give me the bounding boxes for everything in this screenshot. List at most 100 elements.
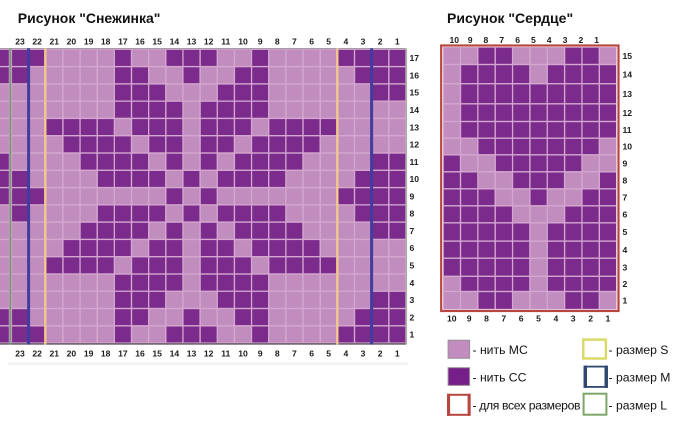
svg-text:16: 16 bbox=[410, 70, 420, 80]
svg-text:2: 2 bbox=[410, 312, 415, 322]
svg-text:4: 4 bbox=[410, 278, 415, 288]
svg-text:7: 7 bbox=[292, 37, 297, 47]
svg-text:4: 4 bbox=[623, 245, 628, 255]
svg-text:Рисунок "Сердце": Рисунок "Сердце" bbox=[447, 10, 573, 26]
svg-text:5: 5 bbox=[326, 37, 331, 47]
svg-text:- размер S: - размер S bbox=[609, 343, 669, 357]
svg-text:3: 3 bbox=[361, 349, 366, 359]
svg-text:18: 18 bbox=[101, 349, 111, 359]
svg-text:20: 20 bbox=[67, 349, 77, 359]
svg-text:15: 15 bbox=[152, 349, 162, 359]
svg-text:21: 21 bbox=[50, 37, 60, 47]
svg-text:1: 1 bbox=[410, 330, 415, 340]
svg-text:8: 8 bbox=[275, 349, 280, 359]
svg-text:10: 10 bbox=[238, 349, 248, 359]
svg-text:4: 4 bbox=[344, 37, 349, 47]
svg-text:22: 22 bbox=[32, 37, 42, 47]
svg-text:10: 10 bbox=[447, 314, 457, 324]
svg-text:8: 8 bbox=[410, 209, 415, 219]
svg-text:10: 10 bbox=[623, 142, 633, 152]
svg-text:15: 15 bbox=[623, 51, 633, 61]
svg-text:13: 13 bbox=[410, 122, 420, 132]
svg-text:12: 12 bbox=[623, 108, 633, 118]
svg-text:6: 6 bbox=[410, 243, 415, 253]
svg-text:5: 5 bbox=[326, 349, 331, 359]
svg-text:4: 4 bbox=[344, 349, 349, 359]
svg-text:17: 17 bbox=[118, 349, 128, 359]
svg-text:11: 11 bbox=[410, 157, 419, 167]
svg-text:6: 6 bbox=[519, 314, 524, 324]
svg-text:6: 6 bbox=[623, 210, 628, 220]
svg-text:10: 10 bbox=[238, 37, 248, 47]
svg-text:6: 6 bbox=[515, 35, 520, 45]
svg-text:14: 14 bbox=[410, 105, 420, 115]
svg-text:8: 8 bbox=[484, 314, 489, 324]
svg-text:9: 9 bbox=[410, 191, 415, 201]
svg-text:- размер M: - размер M bbox=[609, 371, 671, 385]
svg-text:17: 17 bbox=[410, 53, 420, 63]
svg-text:14: 14 bbox=[623, 69, 633, 79]
svg-text:9: 9 bbox=[623, 159, 628, 169]
svg-text:12: 12 bbox=[410, 140, 420, 150]
svg-text:2: 2 bbox=[588, 314, 593, 324]
svg-text:14: 14 bbox=[170, 37, 180, 47]
svg-text:8: 8 bbox=[484, 35, 489, 45]
svg-text:9: 9 bbox=[467, 314, 472, 324]
svg-text:3: 3 bbox=[563, 35, 568, 45]
svg-text:16: 16 bbox=[135, 349, 145, 359]
svg-text:7: 7 bbox=[292, 349, 297, 359]
svg-text:14: 14 bbox=[170, 349, 180, 359]
svg-text:23: 23 bbox=[15, 37, 25, 47]
svg-text:10: 10 bbox=[410, 174, 420, 184]
svg-text:2: 2 bbox=[623, 279, 628, 289]
svg-text:Рисунок "Снежинка": Рисунок "Снежинка" bbox=[18, 10, 161, 26]
svg-text:15: 15 bbox=[410, 88, 420, 98]
svg-text:1: 1 bbox=[623, 296, 628, 306]
svg-text:13: 13 bbox=[187, 349, 197, 359]
svg-text:11: 11 bbox=[221, 37, 230, 47]
svg-text:1: 1 bbox=[395, 37, 400, 47]
svg-text:7: 7 bbox=[623, 193, 628, 203]
svg-text:4: 4 bbox=[554, 314, 559, 324]
svg-text:5: 5 bbox=[410, 261, 415, 271]
svg-text:1: 1 bbox=[395, 349, 400, 359]
svg-text:9: 9 bbox=[258, 37, 263, 47]
svg-text:23: 23 bbox=[15, 349, 25, 359]
svg-text:9: 9 bbox=[258, 349, 263, 359]
svg-text:13: 13 bbox=[623, 89, 633, 99]
svg-text:7: 7 bbox=[410, 226, 415, 236]
svg-text:9: 9 bbox=[468, 35, 473, 45]
svg-text:15: 15 bbox=[152, 37, 162, 47]
svg-text:19: 19 bbox=[84, 349, 94, 359]
svg-text:7: 7 bbox=[501, 314, 506, 324]
svg-text:20: 20 bbox=[67, 37, 77, 47]
svg-text:17: 17 bbox=[118, 37, 128, 47]
svg-text:13: 13 bbox=[187, 37, 197, 47]
svg-text:2: 2 bbox=[378, 37, 383, 47]
svg-text:- размер L: - размер L bbox=[609, 399, 668, 413]
svg-text:10: 10 bbox=[450, 35, 460, 45]
svg-text:- для всех размеров: - для всех размеров bbox=[473, 399, 581, 413]
svg-text:11: 11 bbox=[221, 349, 230, 359]
svg-text:7: 7 bbox=[499, 35, 504, 45]
svg-text:3: 3 bbox=[410, 295, 415, 305]
svg-text:2: 2 bbox=[579, 35, 584, 45]
svg-text:4: 4 bbox=[547, 35, 552, 45]
svg-text:2: 2 bbox=[378, 349, 383, 359]
svg-text:6: 6 bbox=[309, 37, 314, 47]
svg-text:6: 6 bbox=[309, 349, 314, 359]
svg-text:1: 1 bbox=[594, 35, 599, 45]
svg-text:12: 12 bbox=[204, 349, 214, 359]
svg-text:8: 8 bbox=[275, 37, 280, 47]
svg-text:8: 8 bbox=[623, 176, 628, 186]
svg-text:- нить СС: - нить СС bbox=[473, 371, 527, 385]
svg-text:5: 5 bbox=[623, 227, 628, 237]
svg-text:3: 3 bbox=[571, 314, 576, 324]
svg-text:11: 11 bbox=[623, 125, 632, 135]
svg-text:3: 3 bbox=[623, 262, 628, 272]
svg-text:3: 3 bbox=[361, 37, 366, 47]
svg-text:19: 19 bbox=[84, 37, 94, 47]
svg-text:18: 18 bbox=[101, 37, 111, 47]
svg-text:5: 5 bbox=[531, 35, 536, 45]
svg-text:21: 21 bbox=[50, 349, 60, 359]
